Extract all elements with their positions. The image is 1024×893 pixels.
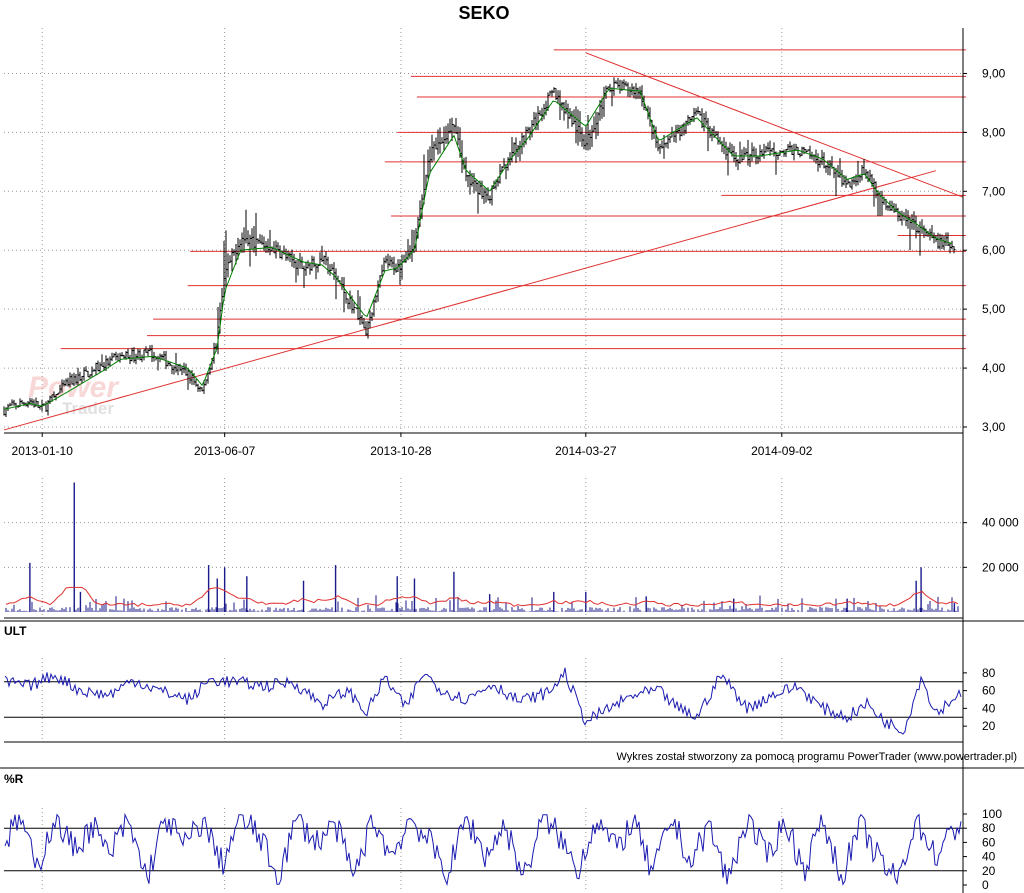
price-xtick-label: 2013-10-28 xyxy=(370,444,432,458)
volume-panel: 20 000 40 000 xyxy=(4,478,1019,619)
price-ytick-label: 5,00 xyxy=(982,302,1006,316)
price-panel: 3,00 4,00 5,00 6,00 7,00 8,00 9,00 2013-01-10 20… xyxy=(3,28,1006,458)
price-ytick-label: 3,00 xyxy=(982,420,1006,434)
ult-line xyxy=(4,667,962,735)
price-axis: 3,00 4,00 5,00 6,00 7,00 8,00 9,00 2013-01-10 20… xyxy=(12,66,1006,458)
trend-line-1 xyxy=(585,52,964,198)
price-xtick-label: 2014-03-27 xyxy=(555,444,617,458)
ult-ytick-label: 80 xyxy=(982,666,996,680)
williams-r-line xyxy=(4,812,962,887)
williams-r-ytick-label: 80 xyxy=(982,821,996,835)
price-ytick-label: 9,00 xyxy=(982,66,1006,80)
williams-r-ytick-label: 40 xyxy=(982,850,996,864)
ult-ytick-label: 40 xyxy=(982,701,996,715)
ult-axis: 20 40 60 80 xyxy=(963,666,996,733)
price-ytick-label: 8,00 xyxy=(982,125,1006,139)
price-moving-average xyxy=(3,87,953,410)
ult-ytick-label: 20 xyxy=(982,719,996,733)
volume-axis: 20 000 40 000 xyxy=(963,516,1019,574)
price-xtick-label: 2013-01-10 xyxy=(12,444,74,458)
price-xtick-label: 2014-09-02 xyxy=(751,444,813,458)
volume-ytick-label: 20 000 xyxy=(982,560,1019,574)
watermark-line2: Trader xyxy=(62,399,114,418)
volume-average-line xyxy=(5,586,959,607)
ult-ytick-label: 60 xyxy=(982,684,996,698)
ult-panel: ULT 20 40 60 80 Wykres został stworzony za … xyxy=(0,620,1024,763)
williams-r-ytick-label: 0 xyxy=(982,878,989,892)
chart-title: SEKO xyxy=(458,3,509,23)
williams-r-ytick-label: 20 xyxy=(982,864,996,878)
volume-bars xyxy=(5,482,959,612)
williams-r-ytick-label: 100 xyxy=(982,807,1002,821)
williams-r-ytick-label: 60 xyxy=(982,835,996,849)
price-xtick-label: 2013-06-07 xyxy=(194,444,256,458)
williams-r-title: %R xyxy=(4,772,24,786)
ult-grid xyxy=(4,658,963,741)
trend-line-0 xyxy=(3,170,937,431)
price-ytick-label: 6,00 xyxy=(982,243,1006,257)
volume-ytick-label: 40 000 xyxy=(982,516,1019,530)
credit-text: Wykres został stworzony za pomocą progra… xyxy=(616,751,1017,763)
price-ytick-label: 4,00 xyxy=(982,361,1006,375)
ult-title: ULT xyxy=(4,624,27,638)
williams-r-grid xyxy=(4,808,963,891)
price-ytick-label: 7,00 xyxy=(982,184,1006,198)
